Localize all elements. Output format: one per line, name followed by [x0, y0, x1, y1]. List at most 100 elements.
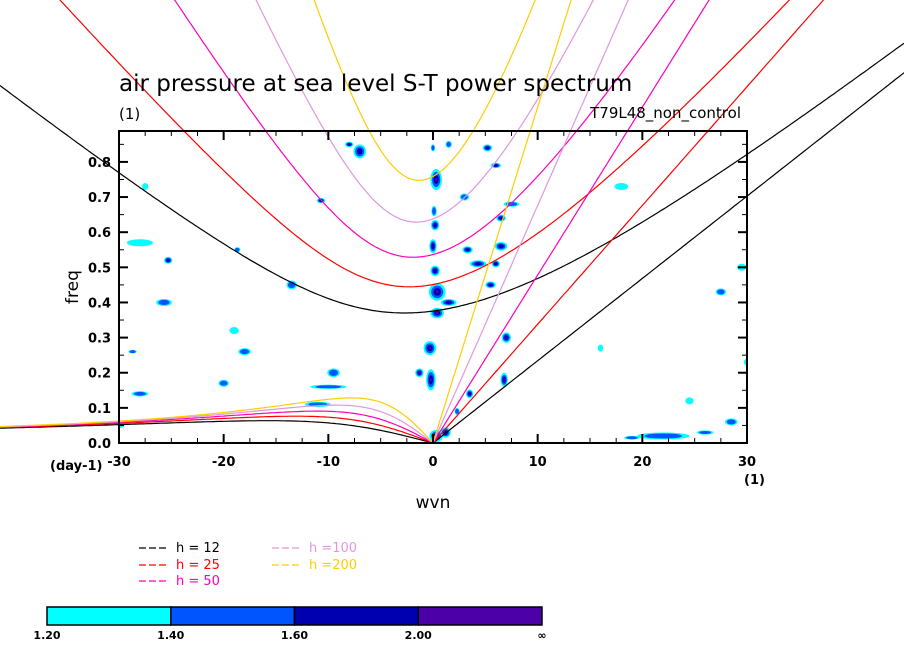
colorbar-swatch — [46, 606, 172, 626]
contour-blob — [327, 368, 340, 378]
contour-level-2 — [133, 391, 146, 396]
contour-level-3 — [347, 142, 352, 146]
y-tick-label: 0.1 — [88, 402, 111, 417]
contour-level-4 — [502, 378, 506, 382]
colorbar-swatch — [170, 606, 296, 626]
x-tick-label: -30 — [107, 455, 131, 470]
contour-blob — [637, 432, 690, 440]
ig-wave-curve — [59, 0, 791, 288]
contour-blob — [491, 260, 500, 268]
y-tick-label: 0.6 — [88, 226, 111, 241]
contour-level-4 — [435, 311, 439, 315]
contour-blob — [465, 389, 474, 399]
contour-blob — [430, 144, 436, 152]
contour-blob — [597, 344, 604, 352]
contour-level-2 — [329, 369, 339, 376]
x-tick-label: 0 — [428, 455, 437, 470]
rossby-wave-curve — [0, 397, 434, 444]
contour-blob — [131, 391, 149, 397]
contour-blob — [454, 407, 460, 415]
contour-blob — [469, 260, 487, 268]
colorbar: 1.20 1.40 1.60 2.00 ∞ — [33, 606, 547, 642]
contour-level-3 — [445, 300, 453, 305]
y-tick-label: 0.5 — [88, 261, 111, 276]
rossby-wave-curve — [0, 420, 434, 444]
contour-blob — [128, 349, 137, 354]
contour-level-3 — [498, 244, 504, 249]
contour-level-3 — [493, 163, 499, 167]
contour-blob — [482, 144, 493, 152]
y-tick-label: 0.8 — [88, 156, 111, 171]
contour-blob — [431, 205, 437, 217]
y-tick-label: 0.2 — [88, 367, 111, 382]
contour-blob — [428, 283, 446, 301]
kelvin-wave-curve — [432, 0, 710, 444]
kelvin-wave-curve — [432, 0, 825, 444]
contour-level-2 — [315, 385, 342, 389]
x-tick-label: -10 — [317, 455, 341, 470]
contour-blob — [415, 368, 424, 378]
legend: h = 12 h = 25h = 50 h =100 h =200 — [139, 541, 357, 589]
contour-level-4 — [429, 378, 433, 382]
contour-blob — [345, 141, 354, 147]
x-unit-label: (1) — [744, 473, 765, 488]
contour-level-3 — [465, 248, 470, 252]
contour-level-2 — [626, 436, 638, 440]
contour-blob — [440, 298, 457, 306]
contour-level-4 — [435, 290, 439, 294]
contour-blob — [164, 256, 173, 264]
y-unit-label: (day-1) — [50, 459, 102, 474]
contour-blob — [353, 144, 367, 159]
colorbar-label: ∞ — [537, 629, 546, 642]
contour-level-2 — [235, 247, 240, 252]
legend-label: h = 50 — [176, 574, 220, 589]
contour-blob — [715, 288, 727, 296]
contour-blob — [429, 239, 437, 254]
ig-wave-curve — [255, 0, 594, 223]
y-tick-label: 0.7 — [88, 191, 111, 206]
chart-subtitle-right: T79L48_non_control — [589, 104, 741, 123]
contour-level-3 — [493, 262, 498, 266]
contour-level-2 — [158, 299, 170, 305]
ig-wave-curve — [313, 0, 536, 181]
contour-blob — [142, 183, 149, 191]
contour-level-3 — [488, 283, 493, 287]
contour-level-3 — [485, 146, 490, 150]
rossby-wave-curve — [0, 415, 434, 444]
colorbar-label: 2.00 — [405, 629, 432, 642]
contour-blob — [614, 183, 629, 191]
contour-blob — [696, 430, 714, 435]
colorbar-label: 1.20 — [33, 629, 60, 642]
contour-blob — [500, 372, 508, 387]
contour-blob — [229, 327, 239, 335]
contour-level-2 — [644, 433, 683, 439]
contour-blob — [725, 418, 738, 426]
contour-level-4 — [428, 346, 432, 350]
contour-level-3 — [431, 243, 435, 250]
contour-blob — [685, 397, 694, 405]
contour-level-2 — [219, 380, 228, 386]
contour-level-1 — [142, 183, 149, 191]
contour-blob — [462, 246, 473, 254]
x-axis-label: wvn — [416, 493, 451, 513]
contour-level-3 — [166, 258, 171, 262]
contour-level-4 — [434, 177, 438, 182]
axis-ticks: -30 -20 -10 0 10 20 30 0.0 0.1 0.2 0.3 0.4 0.5 0.6 0.7… — [88, 131, 756, 470]
contour-level-1 — [126, 239, 154, 247]
legend-item: h =100 — [272, 541, 357, 556]
kelvin-wave-curve — [432, 0, 572, 444]
contour-level-2 — [129, 350, 136, 354]
contour-level-1 — [597, 344, 604, 352]
kelvin-wave-curve — [432, 72, 904, 444]
contour-level-3 — [356, 148, 363, 155]
contour-blob — [156, 298, 172, 306]
kelvin-wave-curve — [432, 0, 629, 444]
contour-level-2 — [699, 430, 712, 434]
contour-blob — [310, 384, 347, 389]
colorbar-label: 1.60 — [281, 629, 308, 642]
contour-level-3 — [433, 268, 438, 274]
contour-blob — [426, 369, 436, 391]
legend-label: h = 25 — [176, 558, 220, 573]
legend-label: h =100 — [309, 541, 357, 556]
